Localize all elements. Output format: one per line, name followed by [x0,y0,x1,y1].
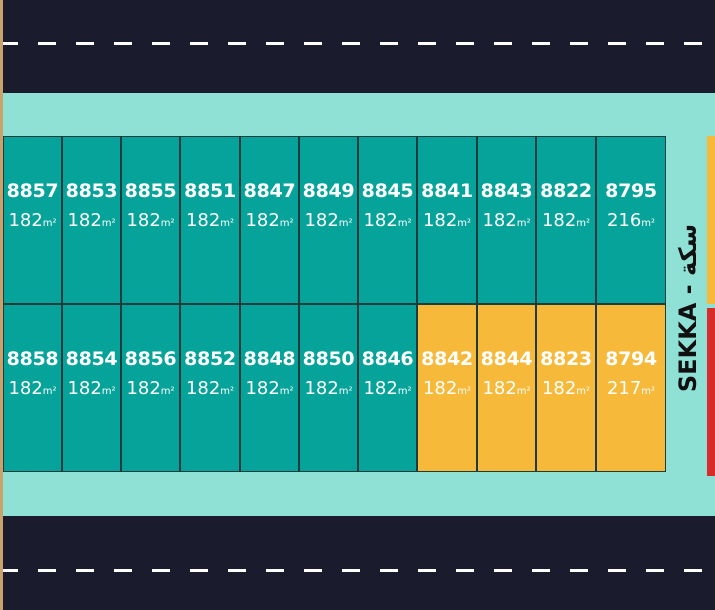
plot-number: 8850 [302,348,355,370]
plot-8851[interactable]: 8851 182m² [180,136,240,304]
plot-8852[interactable]: 8852 182m² [180,304,240,472]
plot-number: 8823 [540,348,592,370]
plot-number: 8847 [243,180,296,202]
plot-8853[interactable]: 8853 182m² [62,136,121,304]
plot-area: 182m² [482,378,531,399]
plot-area: 217m² [606,378,656,399]
plot-number: 8852 [184,348,236,370]
plot-8843[interactable]: 8843 182m² [477,136,536,304]
plot-area: 182m² [422,378,472,399]
plot-number: 8855 [124,180,177,202]
road-top [0,0,715,93]
plot-area: 182m² [245,210,294,231]
plot-8845[interactable]: 8845 182m² [358,136,417,304]
plot-8823[interactable]: 8823 182m² [536,304,596,472]
plot-8822[interactable]: 8822 182m² [536,136,596,304]
plot-8856[interactable]: 8856 182m² [121,304,180,472]
plot-number: 8842 [421,348,473,370]
lane-divider-top [0,42,715,45]
plot-area: 182m² [541,378,591,399]
plot-area: 182m² [304,378,353,399]
plot-number: 8848 [243,348,296,370]
plot-number: 8849 [302,180,355,202]
plot-area: 182m² [363,210,412,231]
plot-number: 8794 [605,348,657,370]
plot-number: 8851 [184,180,236,202]
plot-8848[interactable]: 8848 182m² [240,304,299,472]
plot-block: 8857 182m² 8853 182m² 8855 182m² 8851 182m² 8847… [3,136,666,472]
plot-8841[interactable]: 8841 182m² [417,136,477,304]
neighbor-plot-bottom [707,308,715,476]
plot-number: 8845 [361,180,414,202]
plot-8858[interactable]: 8858 182m² [3,304,62,472]
plot-area: 182m² [8,378,57,399]
lane-divider-bottom [0,569,715,572]
plot-8844[interactable]: 8844 182m² [477,304,536,472]
plot-8842[interactable]: 8842 182m² [417,304,477,472]
plot-area: 182m² [185,378,235,399]
plot-area: 182m² [363,378,412,399]
plot-area: 182m² [482,210,531,231]
plot-number: 8846 [361,348,414,370]
plot-number: 8822 [540,180,592,202]
plot-area: 182m² [541,210,591,231]
plot-area: 182m² [126,210,175,231]
plot-8794[interactable]: 8794 217m² [596,304,666,472]
plot-8854[interactable]: 8854 182m² [62,304,121,472]
road-bottom [0,516,715,610]
plot-area: 182m² [245,378,294,399]
plot-number: 8843 [480,180,533,202]
street-label: SEKKA - سكة [674,223,702,393]
plot-number: 8856 [124,348,177,370]
plot-number: 8858 [6,348,59,370]
plot-8855[interactable]: 8855 182m² [121,136,180,304]
plot-area: 182m² [67,210,116,231]
plot-number: 8853 [65,180,118,202]
plot-number: 8841 [421,180,473,202]
plot-8847[interactable]: 8847 182m² [240,136,299,304]
neighbor-plot-top [707,136,715,304]
plot-area: 182m² [304,210,353,231]
plot-area: 182m² [185,210,235,231]
plot-8857[interactable]: 8857 182m² [3,136,62,304]
plot-number: 8857 [6,180,59,202]
plot-number: 8844 [480,348,533,370]
plot-number: 8795 [605,180,657,202]
plot-area: 216m² [606,210,656,231]
plot-8795[interactable]: 8795 216m² [596,136,666,304]
plot-number: 8854 [65,348,118,370]
plot-8849[interactable]: 8849 182m² [299,136,358,304]
plot-8850[interactable]: 8850 182m² [299,304,358,472]
plot-area: 182m² [422,210,472,231]
plot-area: 182m² [126,378,175,399]
plot-8846[interactable]: 8846 182m² [358,304,417,472]
map-edge [0,0,3,610]
plot-area: 182m² [8,210,57,231]
plot-area: 182m² [67,378,116,399]
